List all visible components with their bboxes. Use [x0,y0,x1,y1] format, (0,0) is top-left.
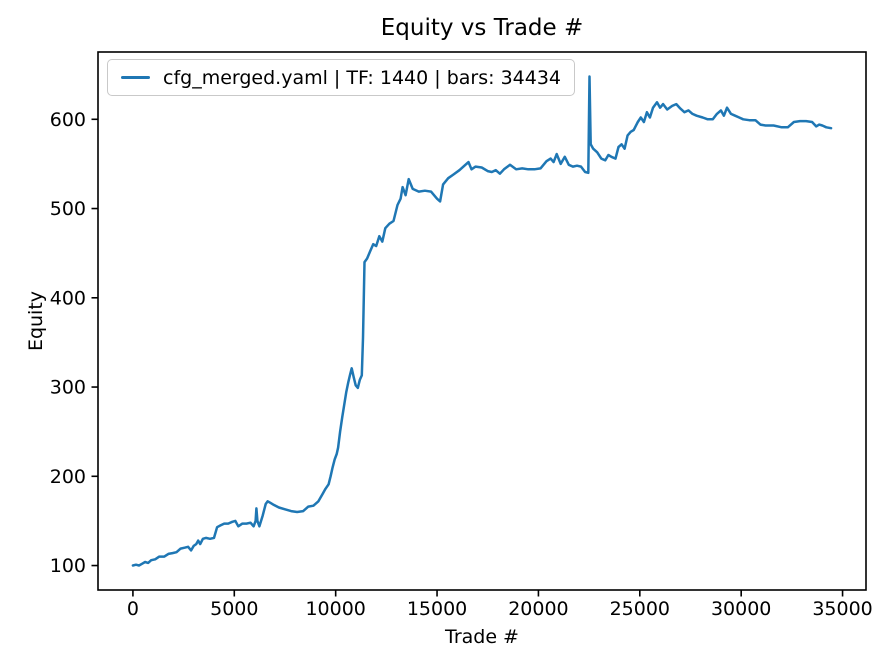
x-tick-label: 15000 [407,598,467,620]
plot-border [97,51,867,591]
x-axis-label: Trade # [445,626,519,648]
y-tick-label: 300 [50,377,86,399]
x-tick-label: 10000 [305,598,365,620]
y-tick-label: 600 [50,109,86,131]
legend-line-sample [121,75,150,80]
x-tick-label: 5000 [210,598,258,620]
x-tick-label: 35000 [812,598,872,620]
y-tick-label: 500 [50,198,86,220]
y-tick-label: 200 [50,466,86,488]
legend: cfg_merged.yaml | TF: 1440 | bars: 34434 [107,59,576,96]
x-tick-label: 25000 [610,598,670,620]
x-tick-label: 30000 [711,598,771,620]
legend-label: cfg_merged.yaml | TF: 1440 | bars: 34434 [163,66,562,89]
x-tick-label: 20000 [508,598,568,620]
y-tick-label: 400 [50,287,86,309]
equity-line [131,75,833,567]
x-tick-label: 0 [127,598,139,620]
chart-title: Equity vs Trade # [380,15,584,41]
y-axis-label: Equity [25,290,47,352]
y-tick-label: 100 [50,555,86,577]
